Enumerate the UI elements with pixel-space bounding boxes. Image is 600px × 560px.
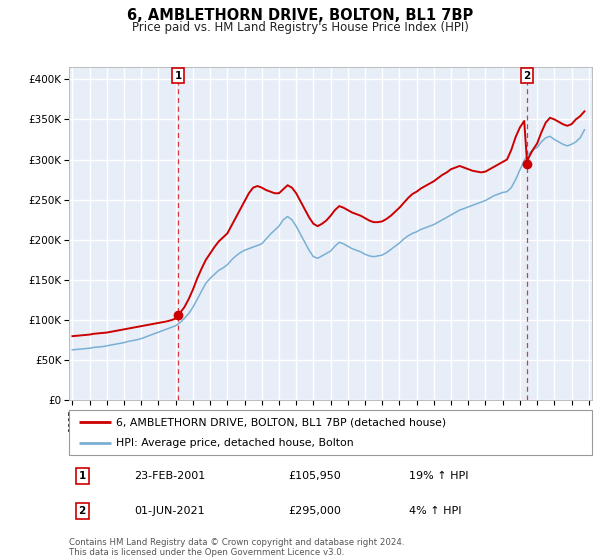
Text: 4% ↑ HPI: 4% ↑ HPI [409, 506, 461, 516]
Text: £105,950: £105,950 [289, 471, 341, 481]
Text: HPI: Average price, detached house, Bolton: HPI: Average price, detached house, Bolt… [116, 437, 354, 447]
Text: 2: 2 [524, 71, 531, 81]
Text: 2: 2 [79, 506, 86, 516]
Text: Price paid vs. HM Land Registry's House Price Index (HPI): Price paid vs. HM Land Registry's House … [131, 21, 469, 34]
Text: 01-JUN-2021: 01-JUN-2021 [134, 506, 205, 516]
Text: 6, AMBLETHORN DRIVE, BOLTON, BL1 7BP: 6, AMBLETHORN DRIVE, BOLTON, BL1 7BP [127, 8, 473, 24]
Text: 1: 1 [175, 71, 182, 81]
Text: £295,000: £295,000 [289, 506, 341, 516]
Text: 6, AMBLETHORN DRIVE, BOLTON, BL1 7BP (detached house): 6, AMBLETHORN DRIVE, BOLTON, BL1 7BP (de… [116, 417, 446, 427]
Text: 19% ↑ HPI: 19% ↑ HPI [409, 471, 469, 481]
Text: Contains HM Land Registry data © Crown copyright and database right 2024.
This d: Contains HM Land Registry data © Crown c… [69, 538, 404, 557]
Text: 23-FEB-2001: 23-FEB-2001 [134, 471, 206, 481]
Text: 1: 1 [79, 471, 86, 481]
